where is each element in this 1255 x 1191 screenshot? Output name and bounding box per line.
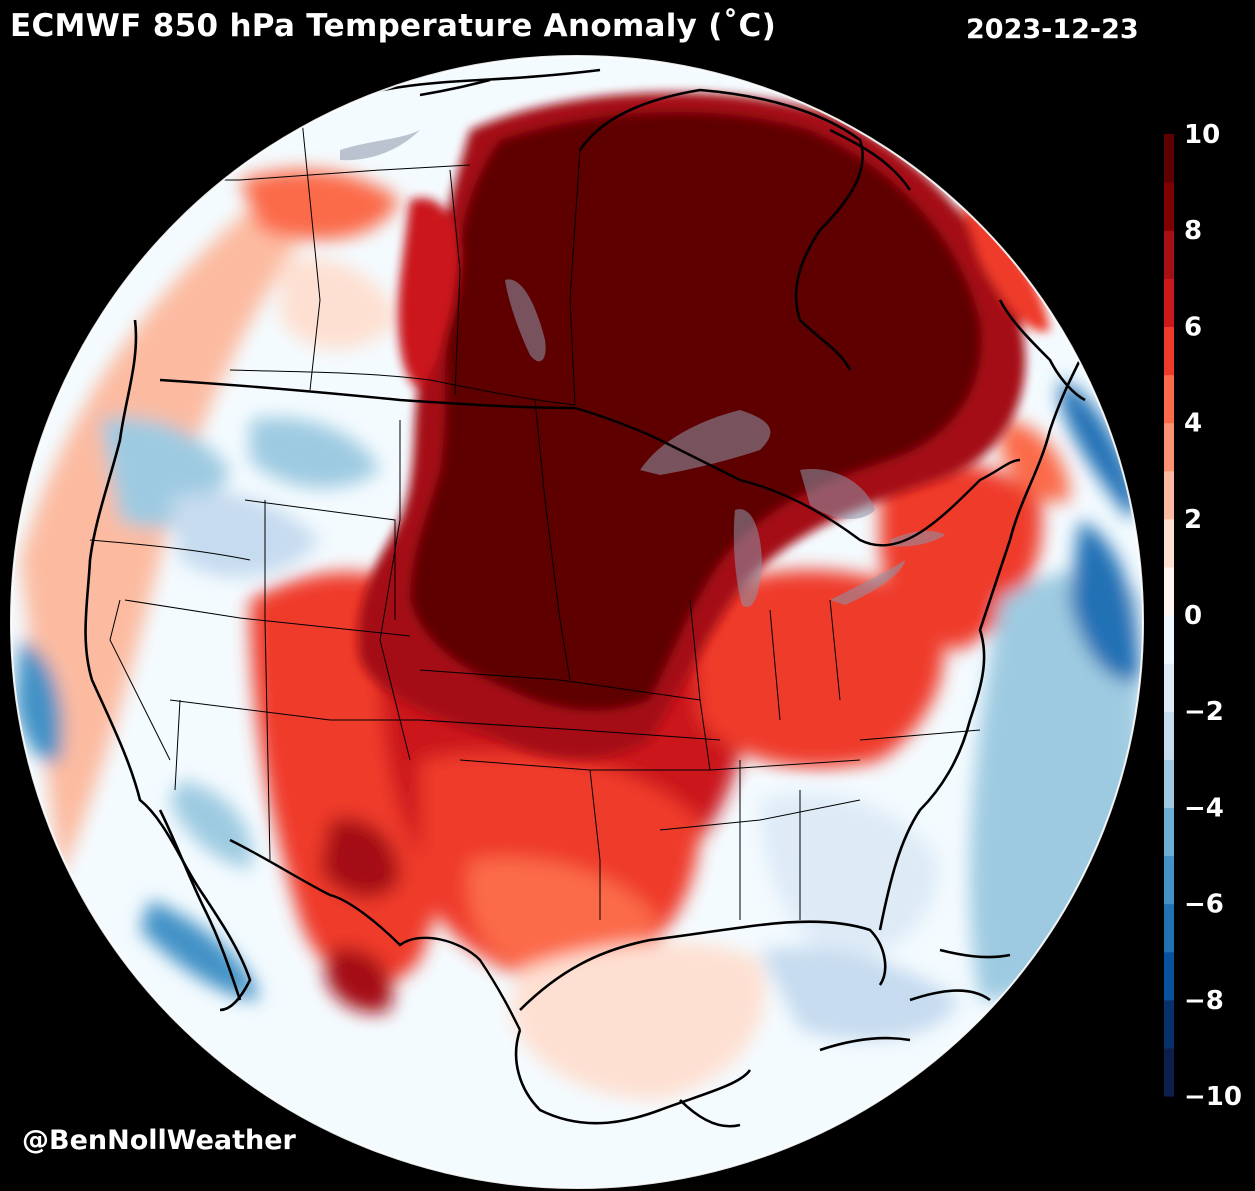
colorbar-tick-label: 4 — [1184, 409, 1202, 439]
colorbar-swatch — [1164, 518, 1174, 568]
colorbar-tick-label: 2 — [1184, 505, 1202, 535]
lake-michigan — [733, 509, 762, 607]
colorbar-tick-label: 8 — [1184, 216, 1202, 246]
colorbar-tick-label: −2 — [1184, 697, 1224, 727]
colorbar-swatch — [1164, 711, 1174, 760]
colorbar-swatch — [1164, 663, 1174, 712]
colorbar-tick-label: 6 — [1184, 312, 1202, 342]
colorbar-swatch — [1164, 470, 1174, 520]
colorbar-swatch — [1164, 807, 1174, 857]
colorbar-tick-label: −10 — [1184, 1082, 1242, 1110]
colorbar-swatch — [1164, 759, 1174, 808]
lake-winnipeg — [505, 279, 546, 362]
great-slave-lake — [340, 130, 420, 161]
colorbar-swatch — [1164, 855, 1174, 905]
colorbar-swatch — [1164, 903, 1174, 953]
colorbar-swatch — [1164, 422, 1174, 472]
colorbar-swatches — [1164, 134, 1174, 1097]
globe-rim — [10, 55, 1144, 1189]
country-borders — [159, 378, 1021, 1031]
colorbar-swatch — [1164, 278, 1174, 327]
colorbar-tick-label: −6 — [1184, 890, 1224, 920]
map-title: ECMWF 850 hPa Temperature Anomaly (˚C) — [10, 8, 777, 44]
valid-date: 2023-12-23 — [966, 14, 1139, 45]
colorbar-swatch — [1164, 182, 1174, 231]
credit-handle: @BenNollWeather — [22, 1125, 296, 1156]
colorbar-tick-label: −8 — [1184, 986, 1224, 1016]
colorbar-swatch — [1164, 230, 1174, 279]
state-borders — [89, 99, 981, 920]
colorbar: 10 8 6 4 2 0 −2 −4 −6 −8 −10 — [1164, 120, 1242, 1110]
colorbar-tick-label: 0 — [1184, 601, 1202, 631]
colorbar-tick-label: 10 — [1184, 120, 1220, 150]
colorbar-swatch — [1164, 134, 1174, 183]
colorbar-swatch — [1164, 951, 1174, 1001]
colorbar-swatch — [1164, 374, 1174, 424]
coastlines — [84, 68, 1086, 1128]
colorbar-swatch — [1164, 1047, 1174, 1097]
colorbar-swatch — [1164, 615, 1174, 664]
colorbar-swatch — [1164, 999, 1174, 1049]
lake-superior — [640, 410, 771, 475]
colorbar-swatch — [1164, 326, 1174, 376]
great-lakes — [340, 130, 945, 607]
lake-ontario — [890, 530, 945, 547]
colorbar-tick-label: −4 — [1184, 793, 1224, 823]
lake-huron — [800, 469, 875, 520]
colorbar-swatch — [1164, 566, 1174, 616]
lake-erie — [830, 560, 905, 605]
colorbar-ticks: 10 8 6 4 2 0 −2 −4 −6 −8 −10 — [1184, 120, 1242, 1110]
